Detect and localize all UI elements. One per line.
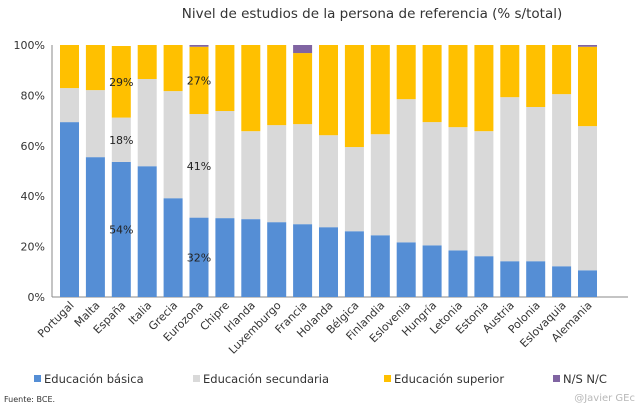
bar-segment [552,94,572,267]
bar-segment [344,231,364,297]
bar-segment [578,45,597,47]
bar-segment [552,45,572,95]
data-label: 27% [187,74,211,87]
bar-segment [578,46,597,127]
bar-segment [448,45,468,128]
bar-segment [293,45,313,54]
bar-segment [578,126,597,271]
bar-segment [319,135,338,228]
bar-segment [474,256,494,297]
bar-segment [189,46,209,115]
bar-segment [474,45,494,132]
legend-label: Educación secundaria [203,372,329,386]
bar-segment [500,97,520,262]
legend-swatch [193,375,200,382]
bar-segment [526,106,546,262]
bar-segment [267,125,287,223]
bar-segment [448,127,468,251]
bar-segment [60,88,79,123]
bar-segment [526,261,546,297]
bar-segment [552,266,572,297]
bar-segment [111,46,131,118]
bar-segment [422,245,442,297]
data-label: 32% [187,251,211,264]
bar-segment [163,91,183,199]
legend-swatch [384,375,391,382]
bar-segment [448,250,468,297]
bar-segment [163,198,183,297]
y-tick-label: 40% [21,190,45,203]
legend-label: N/S N/C [563,372,607,386]
bar-segment [111,161,131,297]
bar-segment [241,131,261,220]
bar-segment [370,235,390,297]
bar-segment [293,124,313,225]
bar-segment [215,218,235,297]
bar-segment [370,134,390,236]
bar-segment [500,261,520,297]
data-label: 18% [109,134,133,147]
bar-segment [396,45,416,100]
x-tick-label: Portugal [35,299,76,340]
bar-segment [111,117,131,162]
bar-segment [293,224,313,297]
bar-segment [189,217,209,297]
data-label: 29% [109,76,133,89]
bar-segment [241,45,261,132]
bar-segment [60,45,79,89]
legend-label: Educación superior [394,372,504,386]
bar-segment [215,45,235,112]
bar-segment [137,45,157,80]
bar-segment [85,90,105,158]
bar-segment [163,45,183,92]
bar-segment [422,122,442,246]
bar-segment [189,114,209,218]
bar-segment [500,45,520,98]
bar-segment [578,270,597,297]
y-tick-label: 100% [14,39,45,52]
bar-segment [396,242,416,297]
bar-segment [137,79,157,167]
bar-segment [137,166,157,297]
bar-segment [293,53,313,125]
bar-segment [85,45,105,91]
bar-segment [526,45,546,107]
author-credit: @Javier GEc [574,393,635,404]
bar-segment [189,45,209,47]
bar-segment [319,45,338,136]
bar-segment [370,45,390,135]
data-label: 54% [109,223,133,236]
y-tick-label: 60% [21,140,45,153]
bar-segment [241,219,261,297]
bar-segment [267,222,287,297]
y-tick-label: 20% [21,241,45,254]
y-tick-label: 0% [28,291,45,304]
chart-title: Nivel de estudios de la persona de refer… [182,6,563,22]
bar-segment [396,99,416,243]
bar-segment [215,111,235,219]
bar-segment [474,131,494,257]
y-tick-label: 80% [21,89,45,102]
bar-segment [60,122,79,297]
bar-segment [85,157,105,297]
bar-segment [344,147,364,232]
legend-label: Educación básica [44,372,144,386]
bar-segment [267,45,287,126]
bar-segment [344,45,364,148]
legend-swatch [553,375,560,382]
bar-segment [319,227,338,297]
source-note: Fuente: BCE. [4,395,56,404]
bar-segment [422,45,442,123]
data-label: 41% [187,160,211,173]
legend-swatch [34,375,41,382]
